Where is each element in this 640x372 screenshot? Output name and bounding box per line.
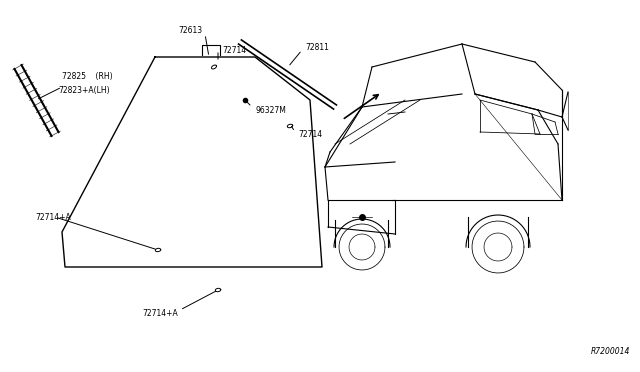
Text: 72714+A: 72714+A	[142, 310, 178, 318]
Text: 72825    (RH): 72825 (RH)	[62, 71, 113, 80]
Text: 96327M: 96327M	[255, 106, 286, 115]
Text: 72823+A(LH): 72823+A(LH)	[58, 86, 109, 94]
Text: R7200014: R7200014	[591, 347, 630, 356]
Text: 72714: 72714	[298, 129, 322, 138]
Text: 72811: 72811	[305, 42, 329, 51]
Text: 72714: 72714	[222, 45, 246, 55]
Text: 72714+A: 72714+A	[35, 212, 71, 221]
Text: 72613: 72613	[178, 26, 202, 35]
